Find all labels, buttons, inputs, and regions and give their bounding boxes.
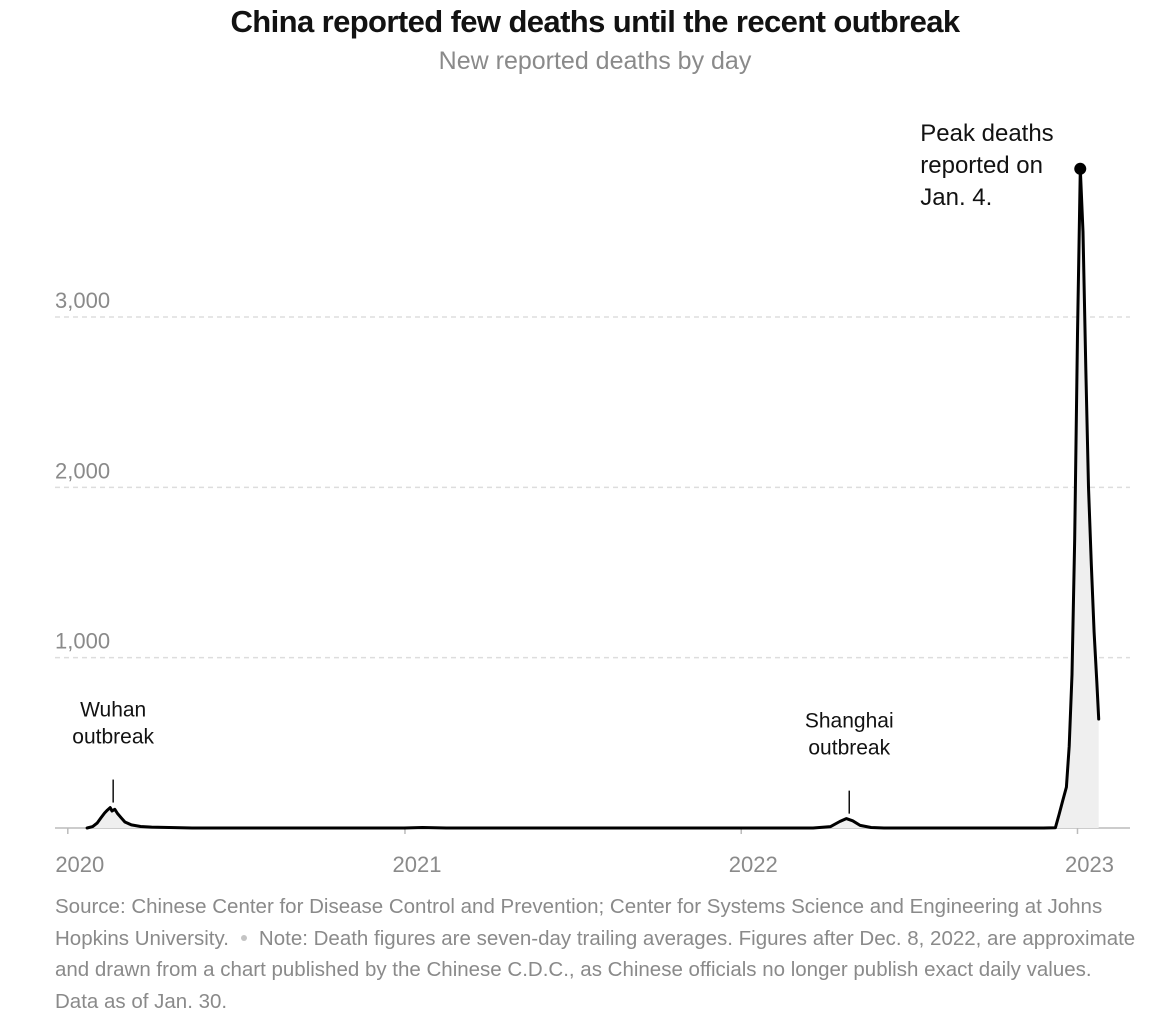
outbreak-annotation: Wuhan outbreak [72, 699, 154, 749]
source-note: Source: Chinese Center for Disease Contr… [55, 895, 1103, 950]
deaths-chart: 1,000 2,000 3,000 2020 2021 2022 2023 Wuhan outb… [55, 120, 1130, 877]
annotation-line: Jan. 4. [920, 184, 992, 211]
annotation-line: outbreak [808, 737, 890, 760]
x-tick-label: 2021 [392, 852, 441, 877]
outbreak-annotation: Shanghai outbreak [805, 710, 894, 760]
annotation-line: Wuhan [80, 699, 146, 722]
chart-footer: Source: Chinese Center for Disease Contr… [55, 891, 1140, 1017]
series-area [87, 168, 1099, 829]
annotation-line: reported on [920, 152, 1043, 179]
peak-annotation: Peak deaths reported on Jan. 4. [920, 120, 1053, 211]
chart-subtitle: New reported deaths by day [438, 47, 752, 75]
annotation-line: Shanghai [805, 710, 894, 733]
annotation-line: Peak deaths [920, 120, 1053, 147]
y-tick-label: 1,000 [55, 629, 110, 654]
annotation-line: outbreak [72, 726, 154, 749]
separator-dot-icon [240, 934, 247, 941]
series-line [85, 167, 1101, 830]
chart-title: China reported few deaths until the rece… [230, 4, 960, 39]
x-tick-label: 2020 [55, 852, 104, 877]
y-tick-label: 2,000 [55, 458, 110, 483]
x-tick-label: 2022 [729, 852, 778, 877]
data-note: Note: Death figures are seven-day traili… [55, 926, 1136, 1013]
peak-marker [1074, 162, 1087, 175]
y-tick-label: 3,000 [55, 288, 110, 313]
x-tick-label: 2023 [1065, 852, 1114, 877]
